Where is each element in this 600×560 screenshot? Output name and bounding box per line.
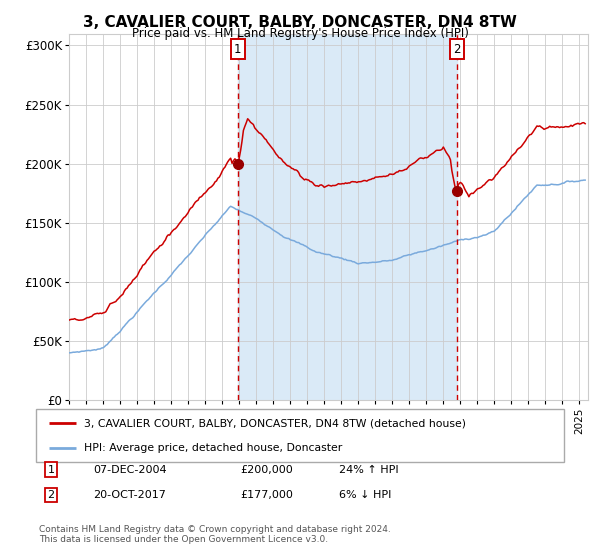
Text: £200,000: £200,000 bbox=[240, 465, 293, 475]
Bar bbox=[238, 34, 457, 400]
Text: 24% ↑ HPI: 24% ↑ HPI bbox=[339, 465, 398, 475]
Text: 20-OCT-2017: 20-OCT-2017 bbox=[93, 490, 166, 500]
Text: This data is licensed under the Open Government Licence v3.0.: This data is licensed under the Open Gov… bbox=[39, 535, 328, 544]
Text: 1: 1 bbox=[234, 43, 242, 56]
Text: £177,000: £177,000 bbox=[240, 490, 293, 500]
Text: 1: 1 bbox=[47, 465, 55, 475]
Text: 3, CAVALIER COURT, BALBY, DONCASTER, DN4 8TW: 3, CAVALIER COURT, BALBY, DONCASTER, DN4… bbox=[83, 15, 517, 30]
Text: 2: 2 bbox=[47, 490, 55, 500]
Text: 07-DEC-2004: 07-DEC-2004 bbox=[93, 465, 167, 475]
Text: Contains HM Land Registry data © Crown copyright and database right 2024.: Contains HM Land Registry data © Crown c… bbox=[39, 525, 391, 534]
Text: 3, CAVALIER COURT, BALBY, DONCASTER, DN4 8TW (detached house): 3, CAVALIER COURT, BALBY, DONCASTER, DN4… bbox=[83, 418, 466, 428]
Text: HPI: Average price, detached house, Doncaster: HPI: Average price, detached house, Donc… bbox=[83, 442, 342, 452]
Text: Price paid vs. HM Land Registry's House Price Index (HPI): Price paid vs. HM Land Registry's House … bbox=[131, 27, 469, 40]
Text: 6% ↓ HPI: 6% ↓ HPI bbox=[339, 490, 391, 500]
Text: 2: 2 bbox=[453, 43, 461, 56]
